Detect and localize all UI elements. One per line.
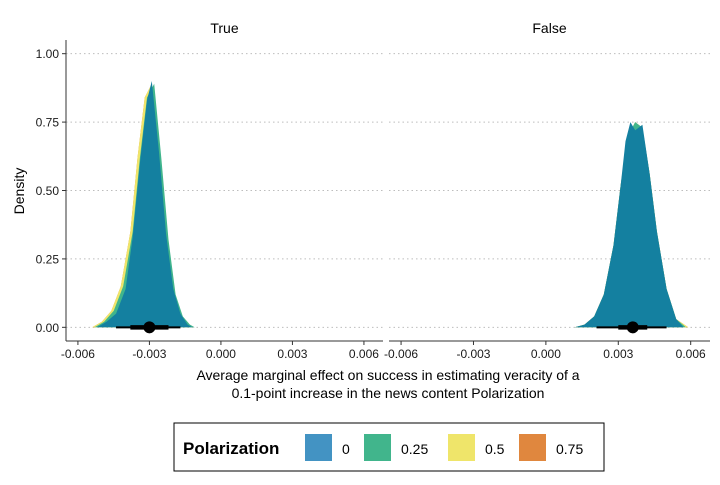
median-point: [143, 321, 156, 334]
x-tick-label: 0.006: [676, 347, 706, 361]
legend-key-label: 0: [342, 441, 350, 457]
x-tick-label: -0.006: [61, 347, 95, 361]
x-tick-label: -0.003: [456, 347, 490, 361]
x-axis-title-line-2: 0.1-point increase in the news content P…: [232, 385, 545, 401]
density-area-0: [574, 122, 684, 328]
x-tick-label: -0.003: [132, 347, 166, 361]
legend-key-swatch: [364, 434, 391, 461]
legend-key-label: 0.75: [556, 441, 583, 457]
x-tick-label: 0.003: [603, 347, 633, 361]
legend-key-label: 0.25: [401, 441, 428, 457]
median-point: [626, 321, 639, 334]
x-tick-label: 0.000: [531, 347, 561, 361]
y-axis-title: Density: [11, 168, 27, 215]
x-tick-label: 0.000: [206, 347, 236, 361]
y-tick-label: 0.25: [36, 252, 60, 266]
legend-key-label: 0.5: [485, 441, 505, 457]
legend-key-swatch: [448, 434, 475, 461]
x-axis-title-line-1: Average marginal effect on success in es…: [196, 367, 579, 383]
legend-key-swatch: [519, 434, 546, 461]
x-tick-label: 0.006: [349, 347, 379, 361]
panel-title-false: False: [532, 20, 566, 36]
y-tick-label: 0.00: [36, 321, 60, 335]
density-area-0: [97, 81, 193, 328]
legend-title: Polarization: [183, 439, 279, 458]
y-tick-label: 1.00: [36, 47, 60, 61]
y-tick-label: 0.50: [36, 184, 60, 198]
x-tick-label: -0.006: [384, 347, 418, 361]
x-tick-label: 0.003: [277, 347, 307, 361]
legend-key-swatch: [305, 434, 332, 461]
panel-title-true: True: [210, 20, 238, 36]
y-tick-label: 0.75: [36, 116, 60, 130]
